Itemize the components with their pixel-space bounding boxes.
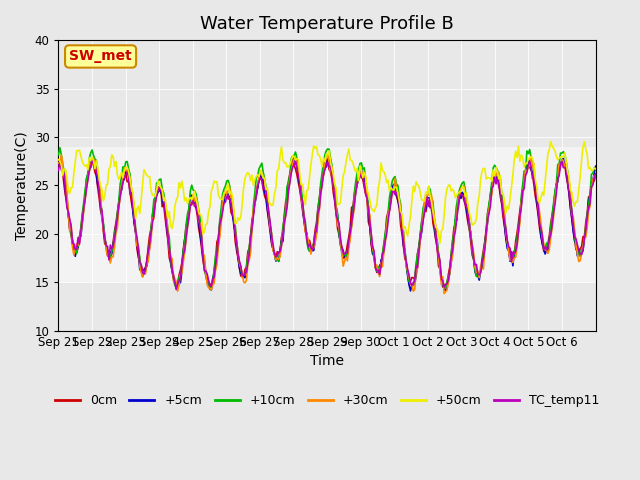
X-axis label: Time: Time bbox=[310, 354, 344, 368]
Title: Water Temperature Profile B: Water Temperature Profile B bbox=[200, 15, 454, 33]
Legend: 0cm, +5cm, +10cm, +30cm, +50cm, TC_temp11: 0cm, +5cm, +10cm, +30cm, +50cm, TC_temp1… bbox=[50, 389, 604, 412]
Y-axis label: Temperature(C): Temperature(C) bbox=[15, 131, 29, 240]
Bar bbox=[58, 147, 596, 282]
Text: SW_met: SW_met bbox=[69, 49, 132, 63]
